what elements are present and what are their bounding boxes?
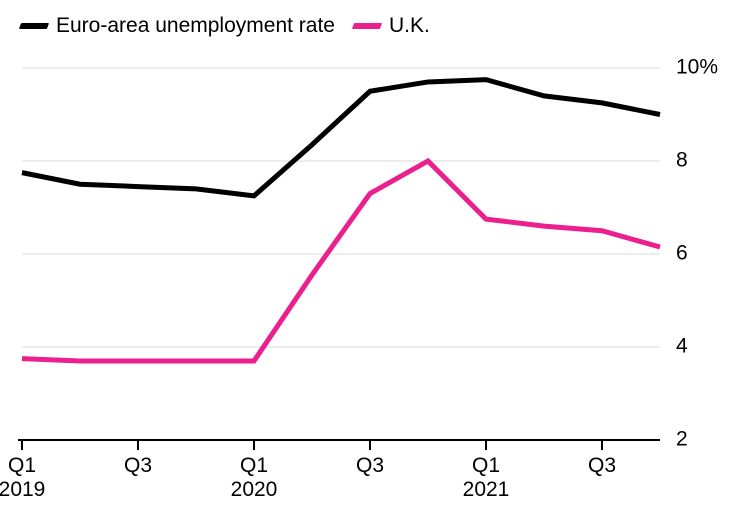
chart-container: Euro-area unemployment rate U.K. 2 4 6 8 10%… <box>0 0 739 511</box>
x-axis-year: 2020 <box>231 478 278 501</box>
y-axis-label: 2 <box>676 428 688 451</box>
x-axis-label: Q1 <box>8 454 36 477</box>
series-euro <box>22 80 660 196</box>
x-axis-label: Q3 <box>124 454 152 477</box>
chart-svg: 246810%Q12019Q3Q12020Q3Q12021Q3 <box>0 0 739 511</box>
y-axis-label: 10% <box>676 56 718 79</box>
x-axis-label: Q3 <box>356 454 384 477</box>
series-uk <box>22 161 660 361</box>
y-axis-label: 4 <box>676 335 688 358</box>
legend-label-euro: Euro-area unemployment rate <box>56 14 335 38</box>
x-axis-label: Q3 <box>588 454 616 477</box>
x-axis-year: 2019 <box>0 478 45 501</box>
x-axis-year: 2021 <box>463 478 510 501</box>
x-axis-label: Q1 <box>240 454 268 477</box>
legend-item-uk: U.K. <box>353 14 430 38</box>
legend-label-uk: U.K. <box>389 14 430 38</box>
legend: Euro-area unemployment rate U.K. <box>20 14 430 38</box>
x-axis-label: Q1 <box>472 454 500 477</box>
legend-item-euro: Euro-area unemployment rate <box>20 14 335 38</box>
y-axis-label: 8 <box>676 149 688 172</box>
y-axis-label: 6 <box>676 242 688 265</box>
legend-swatch-uk <box>352 23 382 29</box>
legend-swatch-euro <box>19 23 49 29</box>
